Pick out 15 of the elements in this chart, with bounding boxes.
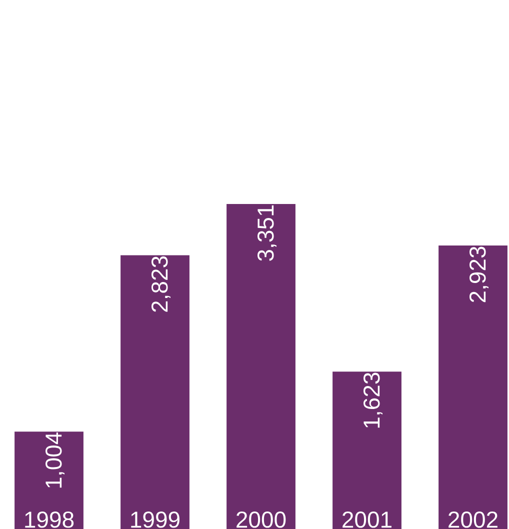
- data-label: 2,923: [470, 246, 489, 302]
- data-label: 1,004: [45, 432, 64, 488]
- bar: [14, 432, 84, 529]
- x-tick-label: 2001: [342, 512, 392, 528]
- bar: [332, 372, 402, 529]
- x-tick-label: 2002: [448, 512, 498, 528]
- data-label: 3,351: [258, 205, 276, 261]
- x-tick-label: 1998: [25, 512, 74, 528]
- x-tick-label: 1999: [131, 512, 180, 528]
- bar: [226, 204, 296, 529]
- data-label: 2,823: [152, 256, 170, 312]
- bar: [438, 246, 508, 529]
- bar: [120, 255, 190, 529]
- data-label: 1,623: [364, 372, 383, 428]
- x-tick-label: 2000: [236, 512, 286, 528]
